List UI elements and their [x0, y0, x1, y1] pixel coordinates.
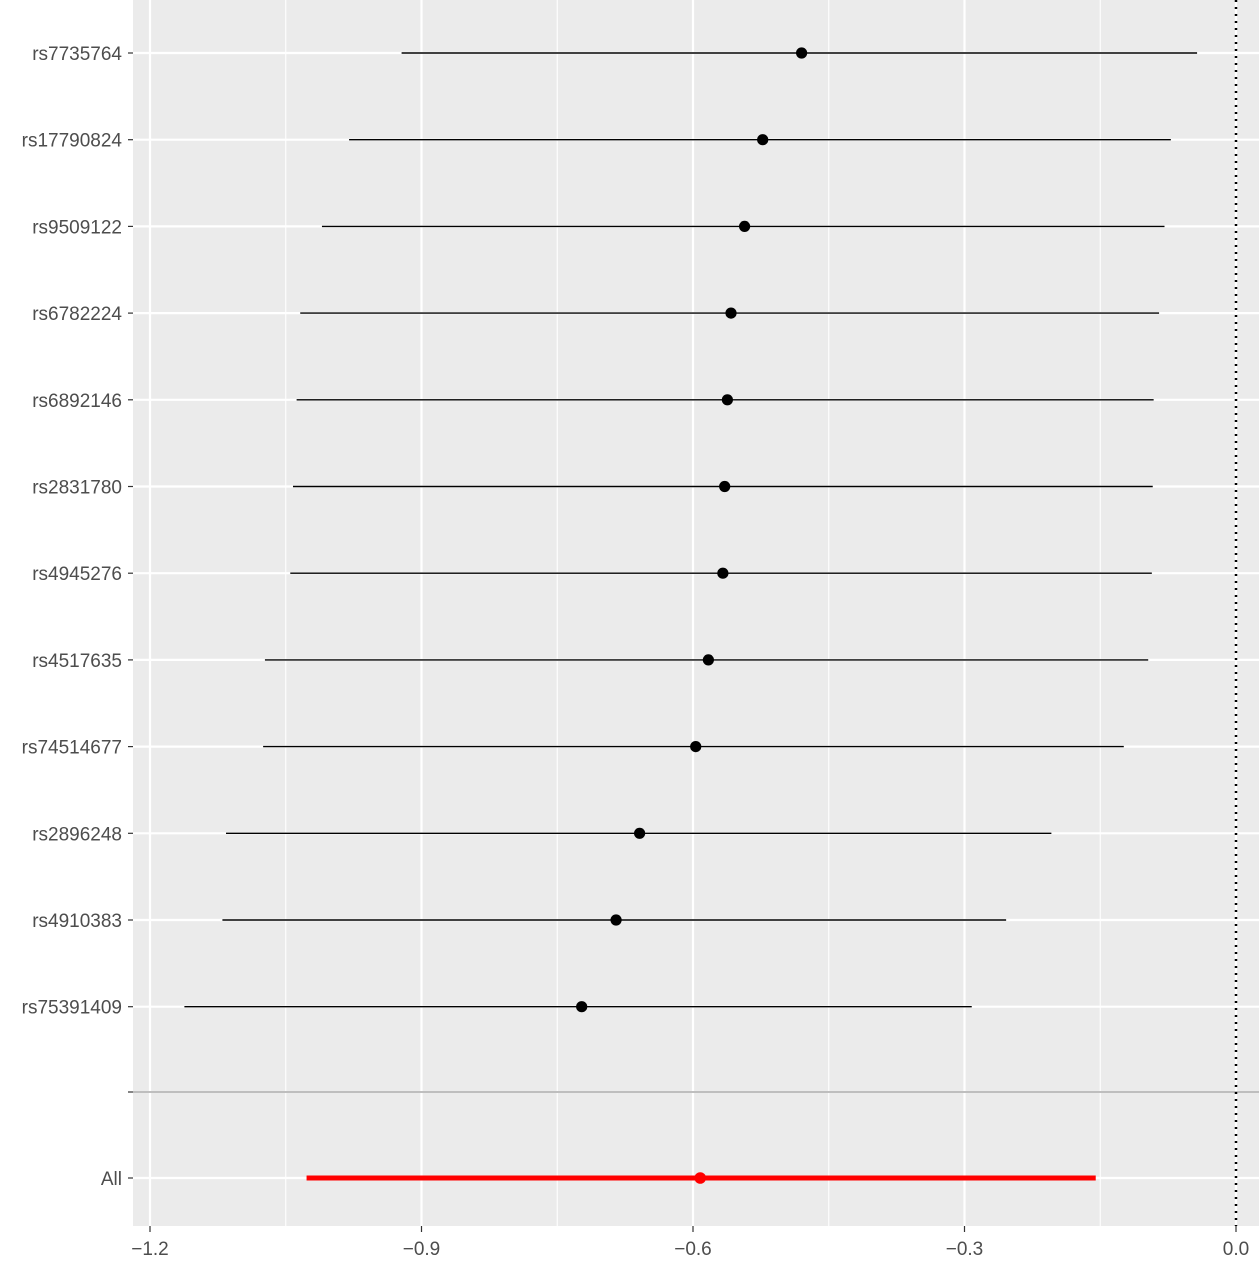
point-estimate-rs6892146: [721, 394, 733, 406]
y-tick-label-rs17790824: rs17790824: [22, 131, 123, 152]
y-tick-label-rs7735764: rs7735764: [32, 44, 122, 65]
point-estimate-rs4517635: [702, 654, 714, 666]
y-tick-label-rs6892146: rs6892146: [32, 391, 122, 412]
point-estimate-rs7735764: [796, 47, 808, 59]
y-tick-label-rs75391409: rs75391409: [22, 998, 122, 1019]
point-estimate-rs4945276: [717, 567, 729, 579]
y-tick-label-all: All: [101, 1169, 122, 1190]
point-estimate-rs4910383: [610, 914, 622, 926]
point-estimate-overall: [694, 1172, 707, 1184]
y-tick-label-rs4517635: rs4517635: [32, 651, 122, 672]
y-tick-label-rs4910383: rs4910383: [32, 911, 122, 932]
x-tick-label: −0.9: [403, 1239, 441, 1260]
point-estimate-rs2896248: [634, 827, 646, 839]
plot-panel: [133, 0, 1259, 1226]
x-tick-label: −0.3: [946, 1239, 984, 1260]
point-estimate-rs9509122: [738, 220, 751, 232]
point-estimate-rs75391409: [576, 1001, 588, 1013]
point-estimate-rs17790824: [757, 134, 769, 146]
y-tick-label-rs2896248: rs2896248: [32, 824, 122, 845]
point-estimate-rs2831780: [719, 480, 731, 493]
y-tick-label-rs4945276: rs4945276: [32, 564, 122, 585]
y-tick-label-rs9509122: rs9509122: [32, 217, 122, 238]
point-estimate-rs6782224: [725, 307, 737, 319]
y-tick-label-rs74514677: rs74514677: [22, 738, 122, 759]
point-estimate-rs74514677: [690, 741, 702, 753]
x-tick-label: −1.2: [131, 1239, 169, 1260]
y-tick-label-rs2831780: rs2831780: [32, 478, 122, 499]
y-tick-label-rs6782224: rs6782224: [32, 304, 122, 325]
x-tick-label: 0.0: [1223, 1239, 1249, 1260]
x-tick-label: −0.6: [674, 1239, 712, 1260]
